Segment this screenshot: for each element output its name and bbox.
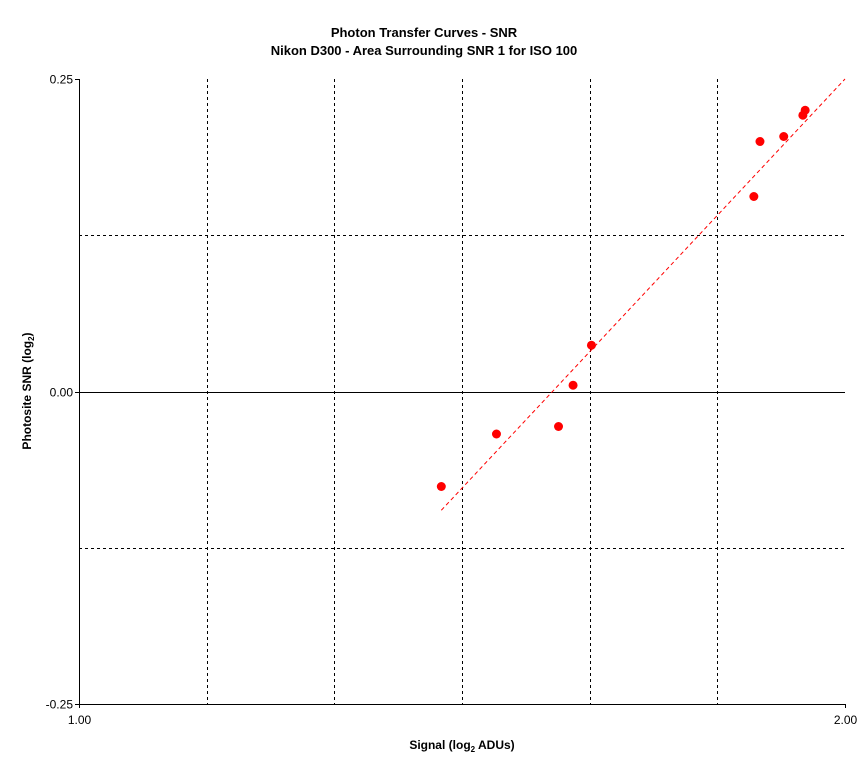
data-point-4 (568, 380, 578, 390)
y-tick-label-2: 0.00 (50, 386, 74, 400)
data-point-2 (491, 429, 501, 439)
trendline (440, 78, 846, 511)
data-point-6 (749, 192, 759, 201)
x-axis-title: Signal (log2 ADUs) (409, 738, 514, 754)
data-point-5 (586, 340, 596, 350)
chart-title-line2: Nikon D300 - Area Surrounding SNR 1 for … (271, 43, 578, 58)
chart-title-line1: Photon Transfer Curves - SNR (331, 25, 518, 40)
plot-area: 0.25 0.00 -0.251.00 2.00 (46, 73, 858, 728)
data-point-1 (436, 482, 446, 491)
data-point-10 (800, 105, 810, 115)
y-tick-label-1: 0.25 (50, 73, 74, 87)
data-point-8 (779, 132, 789, 141)
y-tick-label-3: -0.25 (46, 698, 74, 712)
x-tick-label-2: 2.00 (834, 713, 858, 727)
data-point-7 (755, 137, 765, 146)
x-tick-label-1: 1.00 (68, 713, 92, 727)
data-point-3 (554, 422, 564, 431)
y-axis-title: Photosite SNR (log2) (20, 332, 36, 449)
